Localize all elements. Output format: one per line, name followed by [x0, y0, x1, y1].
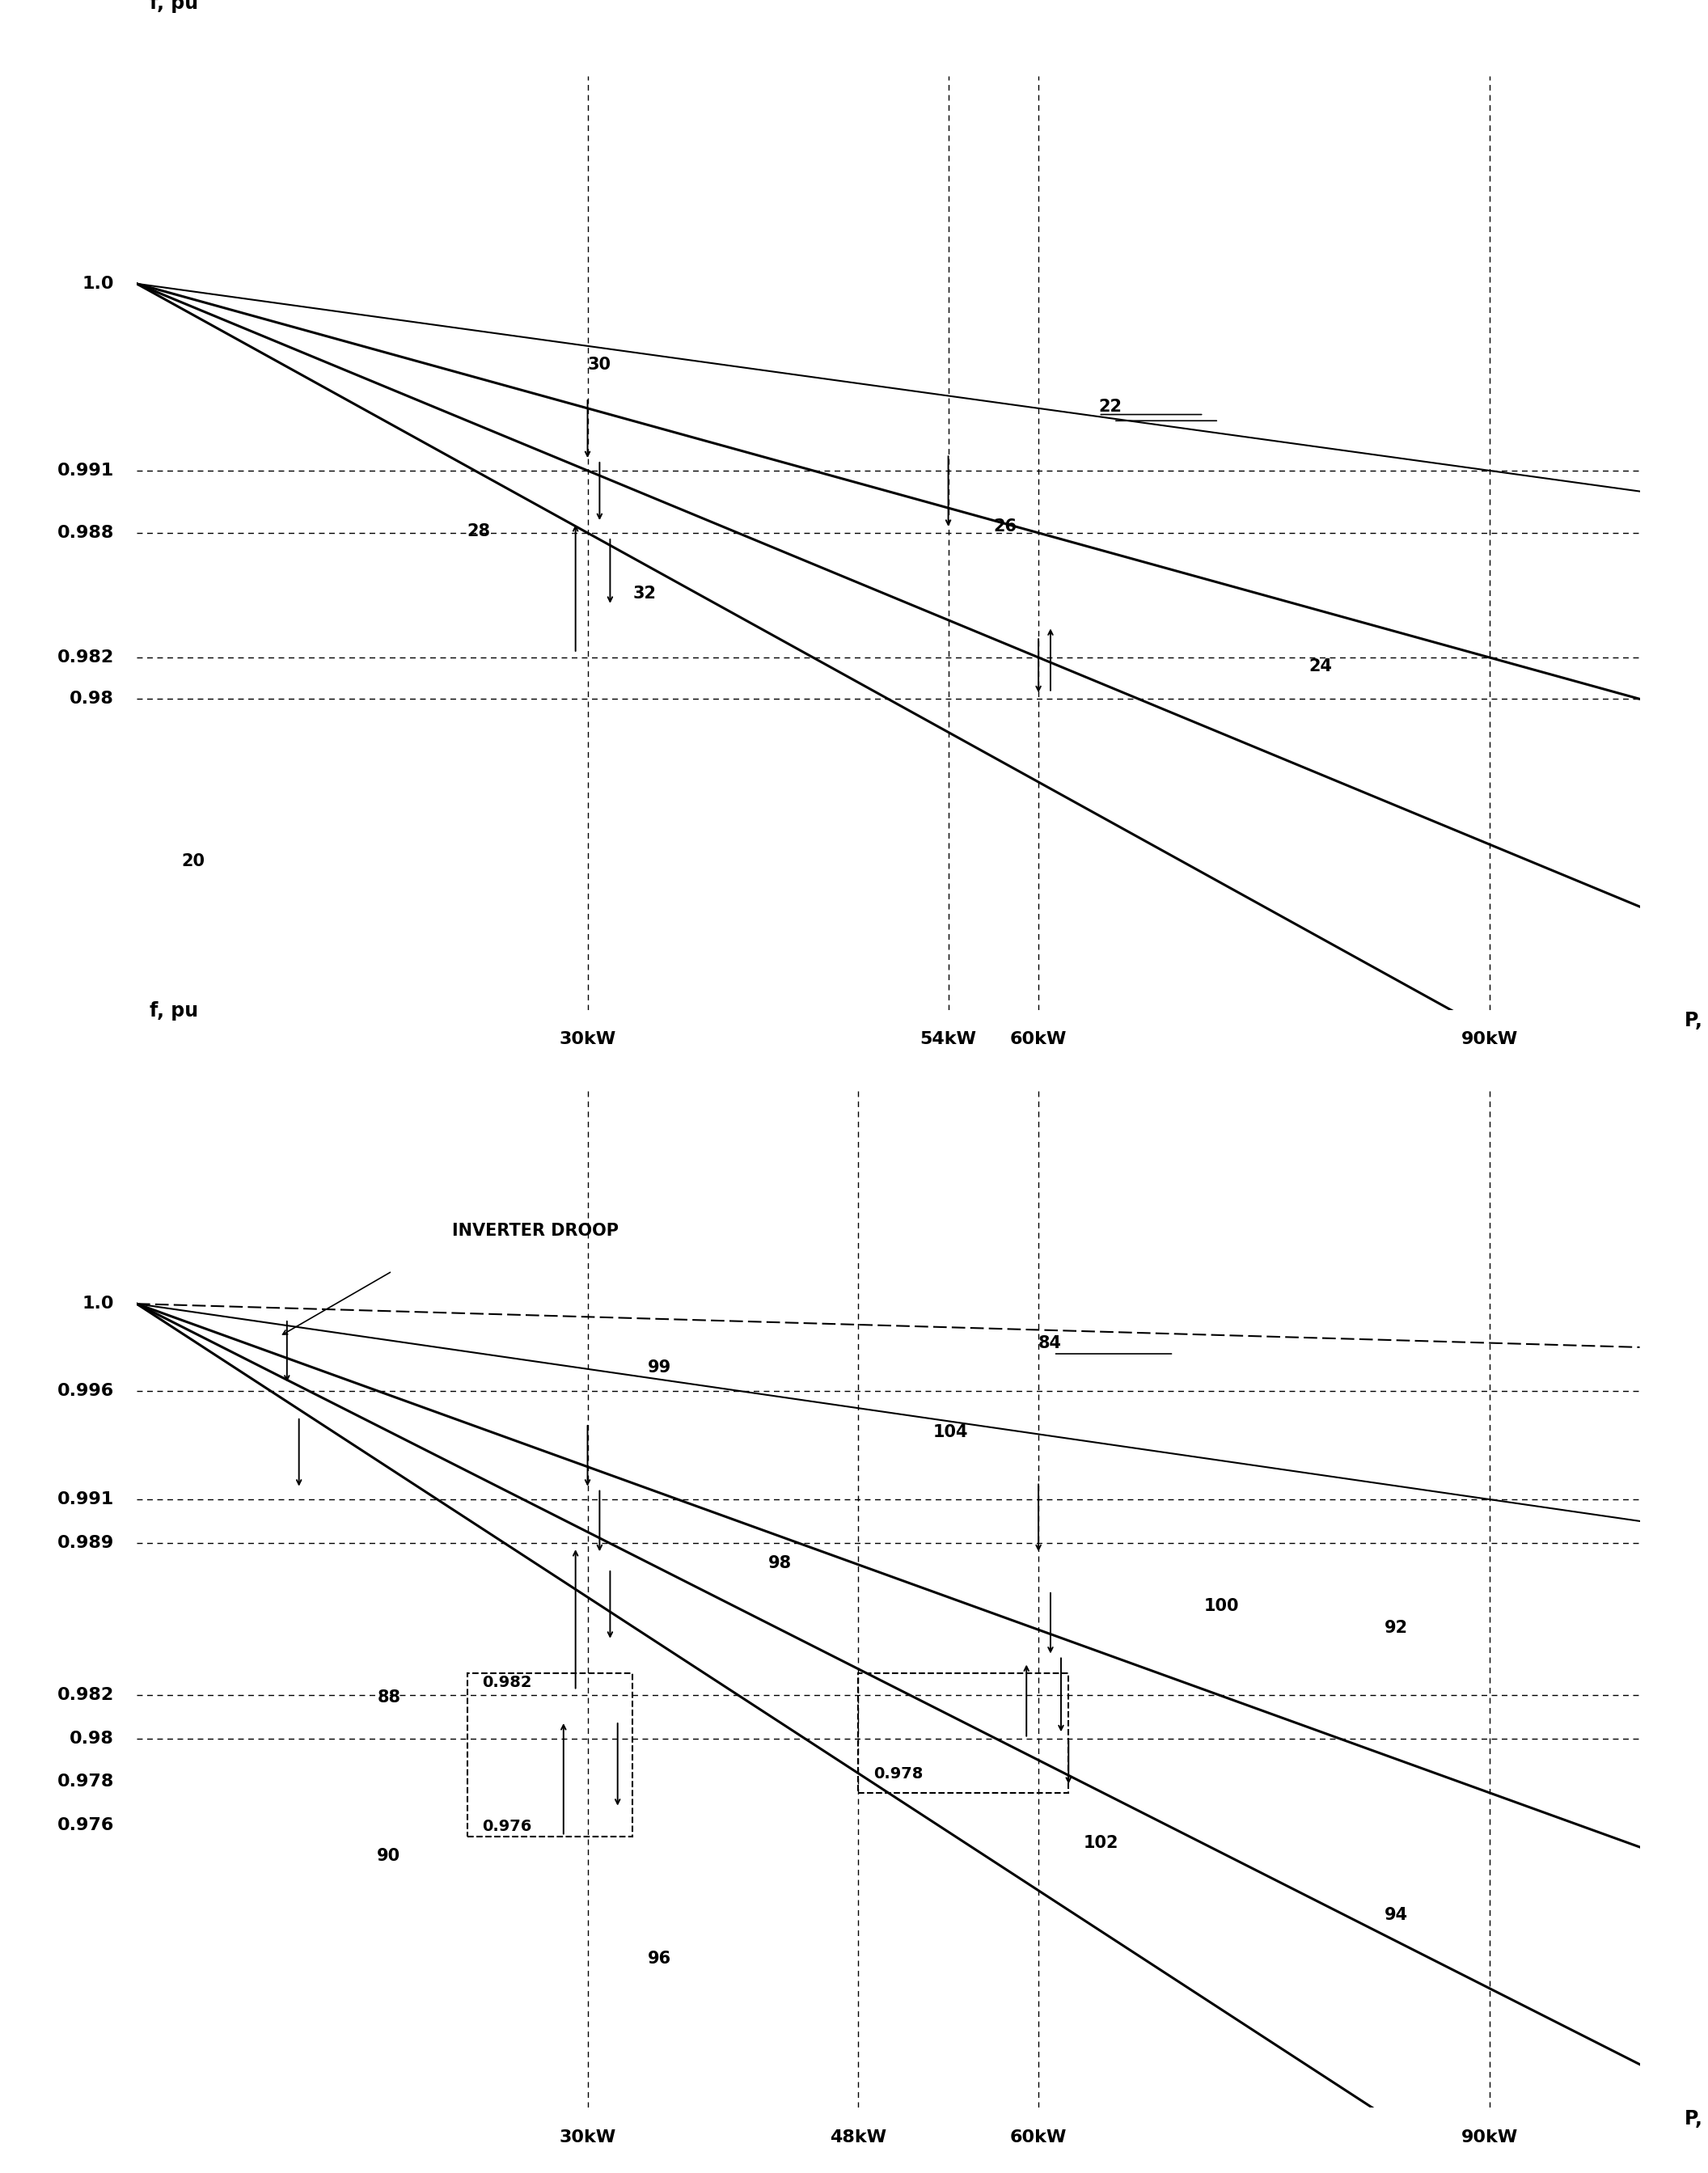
Text: 0.978: 0.978: [873, 1767, 922, 1782]
Text: P, kW: P, kW: [1684, 1010, 1708, 1030]
Text: 100: 100: [1204, 1599, 1238, 1615]
Text: P, kW: P, kW: [1684, 2110, 1708, 2127]
Text: 48kW: 48kW: [830, 2130, 886, 2145]
Text: 0.991: 0.991: [58, 463, 114, 478]
Text: 94: 94: [1383, 1908, 1407, 1923]
Text: 1.0: 1.0: [82, 1295, 114, 1312]
Text: 54kW: 54kW: [921, 1032, 977, 1047]
Text: 102: 102: [1083, 1836, 1119, 1851]
Text: INVERTER DROOP: INVERTER DROOP: [453, 1223, 618, 1239]
Text: 24: 24: [1308, 658, 1332, 674]
Text: 0.996: 0.996: [58, 1382, 114, 1399]
Text: 20: 20: [181, 854, 205, 869]
Text: 1.0: 1.0: [82, 276, 114, 291]
Text: 60kW: 60kW: [1009, 1032, 1068, 1047]
Text: 30kW: 30kW: [559, 1032, 617, 1047]
Text: 98: 98: [769, 1556, 791, 1571]
Text: 104: 104: [933, 1425, 968, 1441]
Text: 0.988: 0.988: [56, 526, 114, 541]
Text: f, pu: f, pu: [150, 1002, 198, 1021]
Text: f, pu: f, pu: [150, 0, 198, 13]
Text: 28: 28: [468, 524, 490, 539]
Text: 84: 84: [1038, 1336, 1062, 1352]
Text: 90kW: 90kW: [1460, 1032, 1518, 1047]
Text: 0.976: 0.976: [482, 1819, 531, 1834]
Text: 0.982: 0.982: [482, 1675, 533, 1691]
Text: 32: 32: [632, 585, 656, 602]
Text: 90: 90: [377, 1849, 401, 1864]
Text: 0.982: 0.982: [58, 1686, 114, 1704]
Text: 26: 26: [994, 519, 1016, 535]
Text: 88: 88: [377, 1691, 401, 1706]
Text: 0.982: 0.982: [58, 650, 114, 665]
Text: FIG. 4: FIG. 4: [844, 1176, 933, 1204]
Text: 0.978: 0.978: [56, 1773, 114, 1791]
Text: 96: 96: [647, 1951, 671, 1967]
Text: 0.98: 0.98: [70, 691, 114, 706]
Text: 0.976: 0.976: [56, 1817, 114, 1834]
Text: 30kW: 30kW: [559, 2130, 617, 2145]
Text: 0.989: 0.989: [58, 1534, 114, 1552]
Text: 92: 92: [1383, 1621, 1407, 1636]
Text: 99: 99: [647, 1360, 671, 1376]
Text: 60kW: 60kW: [1009, 2130, 1068, 2145]
Text: 0.98: 0.98: [70, 1730, 114, 1747]
Text: 22: 22: [1098, 398, 1122, 415]
Text: 0.991: 0.991: [58, 1491, 114, 1508]
Text: 30: 30: [588, 356, 611, 374]
Text: 90kW: 90kW: [1460, 2130, 1518, 2145]
